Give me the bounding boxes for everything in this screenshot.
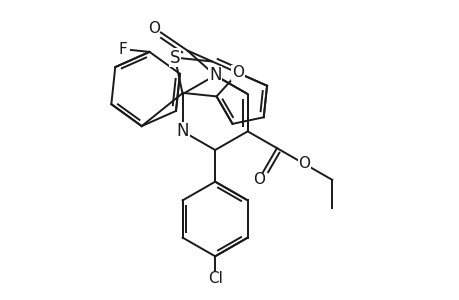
Text: O: O [148, 21, 160, 36]
Text: O: O [231, 65, 243, 80]
Text: F: F [118, 42, 127, 57]
Text: N: N [176, 122, 189, 140]
Text: N: N [208, 66, 221, 84]
Text: O: O [298, 157, 310, 172]
Text: S: S [169, 49, 180, 67]
Text: O: O [252, 172, 264, 187]
Text: Cl: Cl [207, 272, 222, 286]
